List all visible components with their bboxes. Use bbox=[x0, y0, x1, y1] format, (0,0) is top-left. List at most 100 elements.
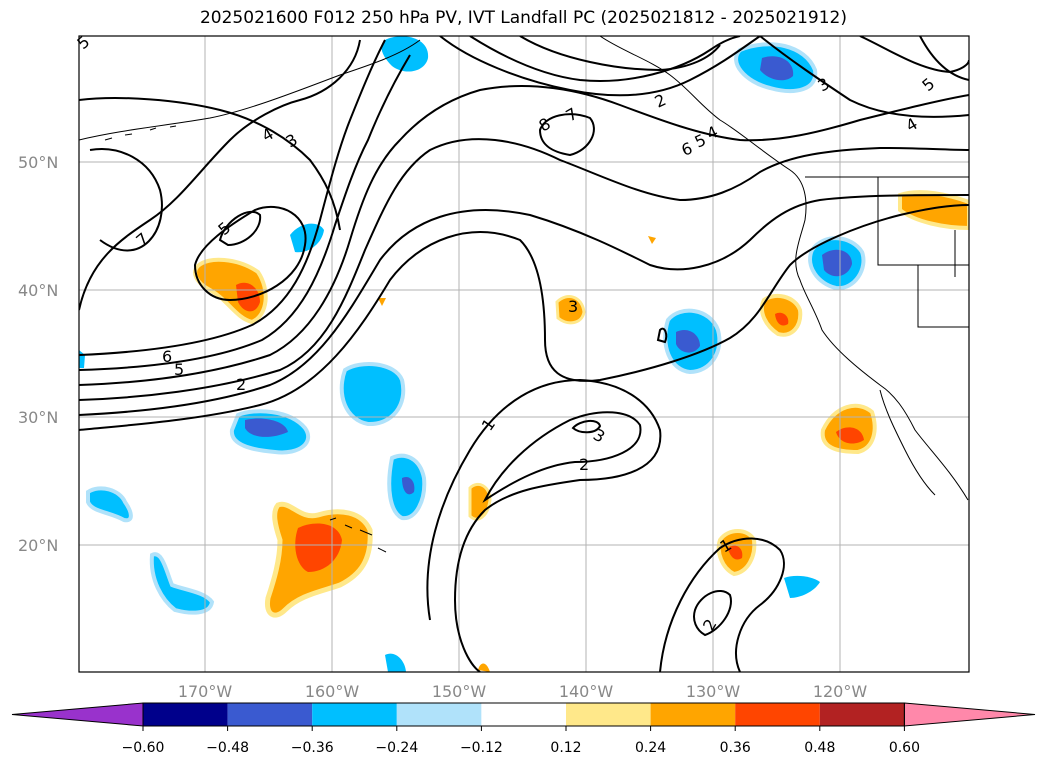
contour-label: 2 bbox=[579, 455, 589, 474]
colorbar-segment bbox=[396, 703, 482, 726]
pos-anomaly-patch bbox=[378, 298, 386, 306]
colorbar: −0.60 −0.48 −0.36 −0.24 −0.12 0.12 0.24 0.36 0.4… bbox=[11, 702, 1036, 756]
lon-label: 160°W bbox=[305, 682, 360, 701]
colorbar-extend-low bbox=[11, 702, 144, 727]
contour-label: 1 bbox=[478, 415, 499, 434]
contour-label: 3 bbox=[590, 425, 608, 447]
pv-contour-line bbox=[426, 378, 662, 672]
colorbar-segment bbox=[481, 703, 566, 726]
graticule bbox=[79, 36, 969, 672]
contour-label: 2 bbox=[236, 375, 246, 394]
contour-label: 5 bbox=[73, 32, 93, 53]
neg-anomaly-patch bbox=[149, 552, 215, 615]
pv-contour-line bbox=[89, 148, 163, 252]
pv-contour-line bbox=[519, 36, 721, 72]
baja-coastline bbox=[879, 389, 936, 496]
colorbar-tick-label: 0.24 bbox=[635, 740, 666, 756]
neg-anomaly-core bbox=[402, 476, 415, 495]
pos-anomaly-patch bbox=[648, 236, 656, 244]
neg-anomaly-core bbox=[676, 329, 700, 353]
lat-label: 50°N bbox=[18, 153, 58, 172]
chart-title: 2025021600 F012 250 hPa PV, IVT Landfall… bbox=[199, 8, 847, 28]
colorbar-tick-label: −0.24 bbox=[375, 740, 418, 756]
pv-contour-line bbox=[693, 590, 732, 637]
pv-contour-line bbox=[859, 36, 969, 74]
pv-contour-line bbox=[218, 210, 262, 247]
alaska-coastline bbox=[79, 39, 421, 141]
neg-anomaly-patch bbox=[79, 350, 85, 368]
colorbar-tick-label: −0.60 bbox=[122, 740, 165, 756]
neg-anomaly-patch bbox=[784, 575, 820, 598]
pos-anomaly-patch bbox=[555, 295, 586, 325]
pv-contour-line bbox=[482, 411, 642, 503]
pv-contours bbox=[79, 36, 969, 672]
colorbar-segment bbox=[227, 703, 313, 726]
colorbar-segment bbox=[312, 703, 397, 726]
contour-label: 4 bbox=[259, 124, 277, 146]
lat-label: 40°N bbox=[18, 281, 58, 300]
pv-contour-line bbox=[79, 54, 411, 371]
pv-contour-line bbox=[193, 205, 307, 302]
state-borders bbox=[877, 177, 969, 328]
colorbar-segment bbox=[143, 703, 228, 726]
lat-label: 20°N bbox=[18, 536, 58, 555]
pv-contour-line bbox=[79, 39, 386, 356]
colorbar-segment bbox=[566, 703, 651, 726]
colorbar-frame bbox=[142, 702, 905, 727]
north-america-coastline bbox=[599, 36, 969, 501]
colorbar-segment bbox=[819, 703, 905, 726]
contour-label: 2 bbox=[699, 616, 721, 634]
lon-label: 150°W bbox=[432, 682, 487, 701]
contour-label: 4 bbox=[704, 122, 721, 144]
neg-anomaly-patch bbox=[290, 223, 324, 253]
pv-contour-line bbox=[79, 97, 341, 231]
pv-contour-line bbox=[79, 85, 969, 386]
neg-anomaly-patch bbox=[381, 36, 429, 72]
neg-anomaly-core bbox=[245, 418, 288, 437]
contour-label: 6 bbox=[162, 347, 172, 366]
latitude-labels: 50°N 40°N 30°N 20°N bbox=[18, 153, 58, 555]
colorbar-tick-label: −0.12 bbox=[460, 740, 503, 756]
pv-contour-line bbox=[759, 36, 969, 118]
neg-anomaly-patch bbox=[385, 653, 406, 672]
pv-contour-line bbox=[79, 194, 969, 416]
pos-anomaly-patch bbox=[478, 663, 490, 672]
contour-label: 3 bbox=[568, 297, 578, 316]
neg-anomaly-patch bbox=[86, 486, 133, 523]
longitude-labels: 170°W 160°W 150°W 140°W 130°W 120°W bbox=[178, 682, 868, 701]
hawaii-islands bbox=[329, 517, 387, 553]
pv-contour-line bbox=[79, 138, 969, 401]
pos-anomaly-core bbox=[775, 312, 789, 326]
pos-anomaly-core bbox=[295, 523, 342, 572]
map-frame bbox=[78, 35, 970, 673]
colorbar-tick-label: 0.36 bbox=[720, 740, 751, 756]
pv-anomaly-fill bbox=[79, 36, 969, 672]
colorbar-extend-high bbox=[903, 702, 1036, 727]
lon-label: 170°W bbox=[178, 682, 233, 701]
colorbar-segment bbox=[650, 703, 736, 726]
pos-anomaly-patch bbox=[898, 190, 969, 231]
contour-label: 3 bbox=[815, 74, 833, 96]
pv-contour-line bbox=[439, 36, 761, 97]
lon-label: 130°W bbox=[686, 682, 741, 701]
neg-anomaly-patch bbox=[339, 362, 406, 427]
pv-contour-line bbox=[469, 36, 741, 82]
lon-label: 120°W bbox=[813, 682, 868, 701]
contour-label: 5 bbox=[918, 74, 938, 95]
lon-label: 140°W bbox=[559, 682, 614, 701]
pv-contour-line bbox=[656, 327, 668, 344]
neg-anomaly-core bbox=[822, 249, 852, 277]
colorbar-tick-label: 0.12 bbox=[550, 740, 581, 756]
colorbar-tick-label: 0.60 bbox=[889, 740, 920, 756]
pv-contour-line bbox=[538, 113, 595, 157]
pos-anomaly-core bbox=[836, 427, 864, 444]
colorbar-tick-label: −0.36 bbox=[291, 740, 334, 756]
pv-contour-line bbox=[571, 420, 602, 434]
contour-label: 6 bbox=[679, 138, 695, 159]
colorbar-tick-label: −0.48 bbox=[206, 740, 249, 756]
colorbar-tick-label: 0.48 bbox=[804, 740, 835, 756]
aleutian-islands bbox=[104, 125, 177, 141]
neg-anomaly-core bbox=[760, 56, 794, 81]
coastlines bbox=[79, 36, 969, 553]
